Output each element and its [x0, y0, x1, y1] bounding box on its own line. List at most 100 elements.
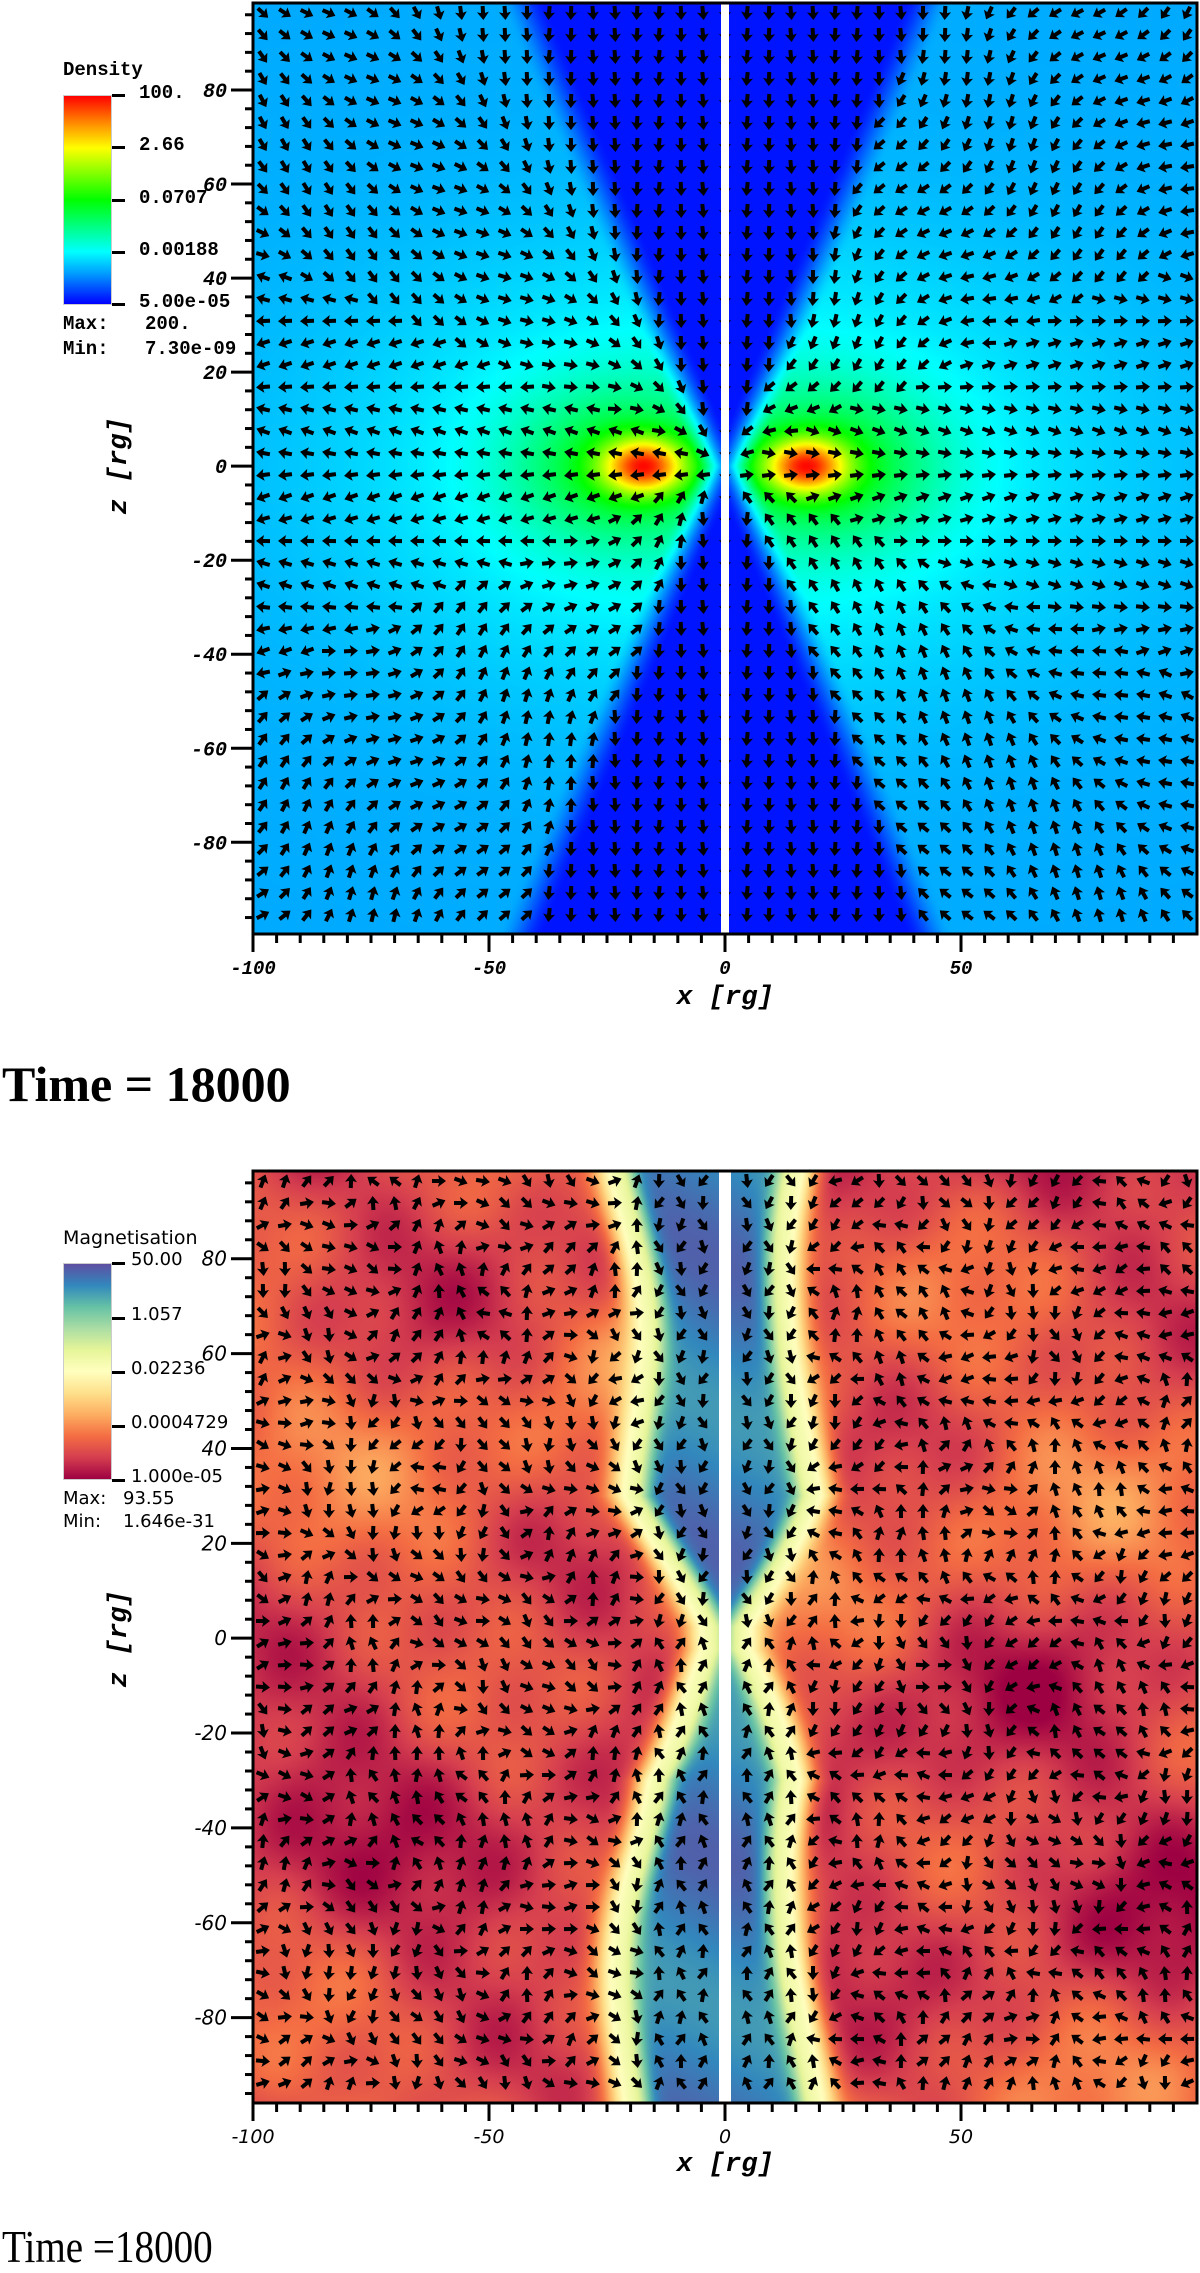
vector-arrow: [785, 1923, 796, 1936]
vector-arrow: [1005, 1899, 1017, 1914]
vector-arrow: [1026, 1528, 1038, 1540]
vector-arrow: [301, 864, 312, 879]
vector-arrow: [411, 1196, 422, 1211]
vector-arrow: [676, 1438, 687, 1451]
vector-arrow: [432, 844, 445, 855]
vector-arrow: [1158, 1835, 1173, 1846]
vector-arrow: [874, 1702, 885, 1715]
vector-arrow: [454, 711, 466, 724]
vector-arrow: [1005, 226, 1018, 238]
vector-arrow: [542, 710, 555, 725]
vector-arrow: [896, 2076, 907, 2091]
vector-arrow: [896, 1329, 907, 1342]
vector-arrow: [741, 159, 754, 174]
vector-arrow: [388, 468, 403, 481]
vector-arrow: [918, 1329, 929, 1342]
vector-arrow: [763, 27, 776, 42]
vector-arrow: [984, 820, 995, 835]
vector-arrow: [607, 1197, 622, 1210]
vector-arrow: [697, 1195, 710, 1210]
vector-arrow: [279, 1835, 290, 1848]
vector-arrow: [322, 1901, 335, 1912]
vector-arrow: [1091, 402, 1106, 415]
vector-arrow: [872, 1812, 885, 1827]
vector-arrow: [1136, 1220, 1151, 1231]
vector-arrow: [697, 1503, 709, 1518]
vector-arrow: [1113, 446, 1128, 459]
vector-arrow: [983, 624, 997, 635]
vector-arrow: [323, 1965, 336, 1980]
vector-arrow: [432, 512, 447, 525]
vector-arrow: [564, 1372, 577, 1384]
vector-arrow: [829, 115, 842, 130]
vector-arrow: [1006, 6, 1017, 19]
vector-arrow: [1006, 1439, 1018, 1452]
vector-arrow: [961, 1701, 973, 1716]
vector-arrow: [1135, 513, 1150, 526]
vector-arrow: [497, 1571, 511, 1582]
vector-arrow: [1114, 1923, 1129, 1936]
vector-arrow: [918, 710, 929, 725]
vector-arrow: [453, 1945, 468, 1958]
vector-arrow: [344, 1922, 356, 1935]
vector-arrow: [630, 536, 642, 548]
vector-arrow: [300, 94, 312, 107]
vector-arrow: [1137, 1834, 1150, 1846]
vector-arrow: [321, 645, 336, 658]
vector-arrow: [477, 644, 488, 659]
vector-arrow: [255, 1220, 270, 1231]
vector-arrow: [322, 1592, 335, 1607]
vector-arrow: [1092, 1791, 1107, 1804]
vector-arrow: [433, 50, 444, 63]
vector-arrow: [520, 1196, 533, 1208]
vector-arrow: [940, 644, 951, 659]
vector-arrow: [1158, 1482, 1173, 1495]
vector-arrow: [1158, 227, 1173, 239]
vector-arrow: [519, 1549, 534, 1561]
vector-arrow: [961, 27, 974, 42]
vector-arrow: [432, 1592, 444, 1605]
vector-arrow: [894, 5, 907, 20]
vector-arrow: [1003, 2033, 1018, 2046]
vector-arrow: [764, 513, 775, 526]
vector-arrow: [960, 1285, 975, 1298]
vector-arrow: [387, 624, 402, 635]
vector-arrow: [432, 380, 447, 393]
vector-arrow: [543, 863, 556, 878]
vector-arrow: [301, 1305, 313, 1320]
vector-arrow: [808, 1173, 819, 1188]
vector-arrow: [1072, 1482, 1083, 1497]
vector-arrow: [366, 512, 381, 525]
vector-arrow: [255, 1527, 270, 1540]
vector-arrow: [852, 645, 863, 658]
vector-arrow: [1181, 1264, 1194, 1276]
vector-arrow: [387, 139, 402, 151]
vector-arrow: [344, 535, 359, 548]
vector-arrow: [499, 1834, 512, 1849]
vector-arrow: [1179, 645, 1194, 657]
vector-arrow: [983, 2077, 994, 2090]
vector-arrow: [1092, 733, 1107, 745]
vector-arrow: [653, 665, 666, 680]
vector-arrow: [344, 756, 357, 767]
vector-arrow: [389, 292, 400, 305]
vector-arrow: [278, 622, 293, 635]
vector-arrow: [674, 93, 687, 108]
vector-arrow: [1070, 667, 1085, 680]
vector-arrow: [852, 357, 863, 372]
vector-arrow: [1071, 820, 1083, 835]
vector-arrow: [521, 1613, 533, 1628]
vector-arrow: [477, 1856, 488, 1871]
time-caption: Time =18000: [2, 2221, 213, 2272]
vector-arrow: [1091, 1879, 1106, 1890]
vector-arrow: [675, 1702, 688, 1717]
vector-arrow: [960, 1548, 973, 1563]
vector-arrow: [609, 1878, 620, 1891]
vector-arrow: [498, 5, 511, 20]
vector-arrow: [631, 1349, 644, 1364]
vector-arrow: [829, 335, 841, 350]
vector-arrow: [939, 710, 951, 725]
vector-arrow: [1182, 1196, 1193, 1209]
vector-arrow: [653, 556, 664, 571]
vector-arrow: [476, 512, 491, 525]
